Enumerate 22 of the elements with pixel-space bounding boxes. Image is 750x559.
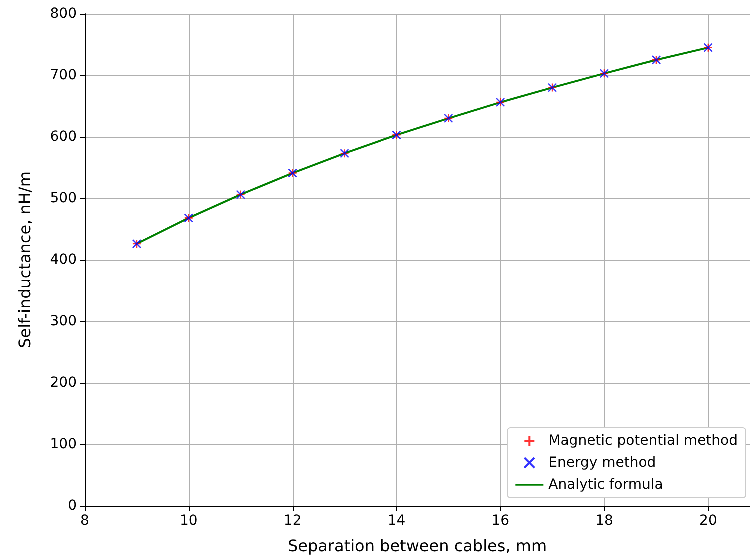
y-axis-title: Self-inductance, nH/m — [16, 172, 34, 348]
x-axis-title: Separation between cables, mm — [288, 536, 548, 556]
y-tick-label: 300 — [50, 314, 77, 330]
x-tick-label: 8 — [80, 513, 90, 529]
line-series — [136, 46, 710, 246]
y-tick-label: 200 — [50, 375, 77, 391]
legend-label: Energy method — [548, 455, 656, 471]
x-tick-label: 12 — [284, 513, 302, 529]
x-tick-label: 14 — [388, 513, 406, 529]
y-tick-label: 600 — [50, 129, 77, 145]
y-tick-label: 400 — [50, 252, 77, 268]
x-tick-label: 16 — [492, 513, 510, 529]
x-tick-label: 10 — [180, 513, 198, 529]
y-tick-label: 0 — [68, 498, 77, 514]
y-tick-label: 700 — [50, 68, 77, 84]
x-tick-label: 20 — [700, 513, 718, 529]
y-tick-label: 800 — [50, 6, 77, 22]
legend-label: Magnetic potential method — [548, 433, 738, 449]
y-tick-label: 100 — [50, 436, 77, 452]
y-tick-label: 500 — [50, 190, 77, 206]
legend-label: Analytic formula — [548, 477, 664, 493]
x-tick-label: 18 — [596, 513, 614, 529]
